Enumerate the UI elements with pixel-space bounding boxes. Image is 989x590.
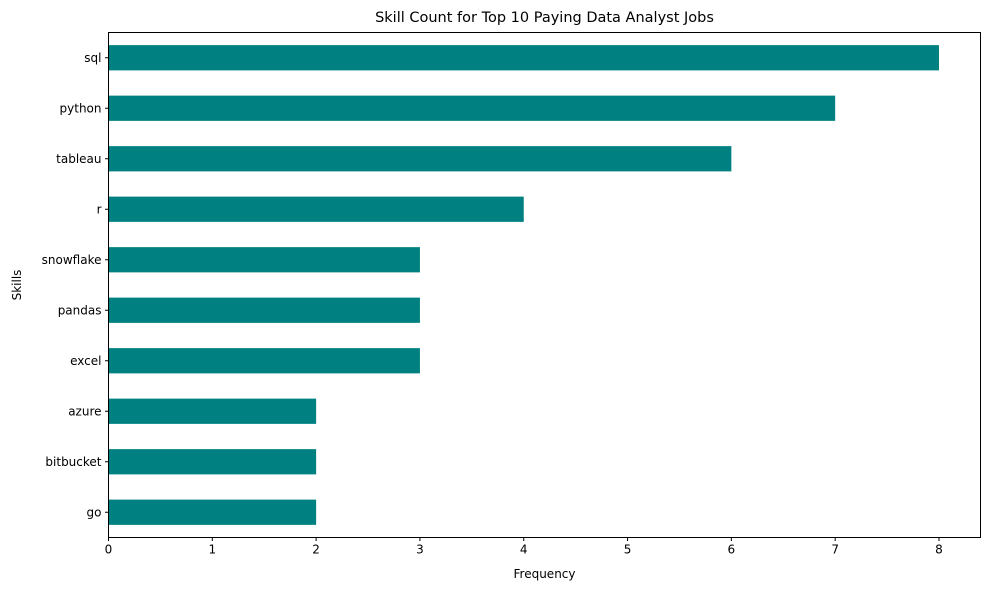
x-tick-label: 6 bbox=[728, 543, 736, 557]
bar-python bbox=[108, 95, 836, 121]
y-tick-label: snowflake bbox=[42, 253, 102, 267]
y-axis-title: Skills bbox=[10, 270, 24, 301]
y-tick-label: tableau bbox=[56, 152, 101, 166]
bars-layer bbox=[108, 45, 939, 525]
x-axis-ticks: 0 1 2 3 4 5 6 7 8 bbox=[105, 537, 943, 557]
x-axis-title: Frequency bbox=[514, 567, 576, 581]
x-tick-label: 7 bbox=[831, 543, 839, 557]
x-tick-label: 2 bbox=[312, 543, 320, 557]
plot-frame bbox=[108, 32, 981, 538]
y-tick-label: excel bbox=[70, 354, 101, 368]
y-axis-ticks: sql python tableau r snowflake pandas excel azu… bbox=[42, 51, 109, 519]
bar-tableau bbox=[108, 146, 732, 172]
x-tick-label: 4 bbox=[520, 543, 528, 557]
bar-bitbucket bbox=[108, 449, 317, 475]
bar-go bbox=[108, 499, 317, 525]
x-tick-label: 3 bbox=[416, 543, 424, 557]
y-tick-label: bitbucket bbox=[45, 455, 101, 469]
y-tick-label: python bbox=[60, 101, 102, 115]
bar-sql bbox=[108, 45, 939, 71]
y-tick-label: go bbox=[87, 505, 102, 519]
chart-title: Skill Count for Top 10 Paying Data Analy… bbox=[375, 10, 714, 26]
bar-azure bbox=[108, 398, 317, 424]
x-tick-label: 5 bbox=[624, 543, 632, 557]
bar-pandas bbox=[108, 297, 420, 323]
bar-excel bbox=[108, 348, 420, 374]
x-tick-label: 8 bbox=[935, 543, 943, 557]
y-tick-label: azure bbox=[68, 404, 101, 418]
y-tick-label: sql bbox=[84, 51, 101, 65]
bar-r bbox=[108, 196, 524, 222]
x-tick-label: 1 bbox=[208, 543, 216, 557]
x-tick-label: 0 bbox=[105, 543, 113, 557]
y-tick-label: pandas bbox=[58, 303, 102, 317]
bar-snowflake bbox=[108, 247, 420, 273]
y-tick-label: r bbox=[97, 202, 102, 216]
